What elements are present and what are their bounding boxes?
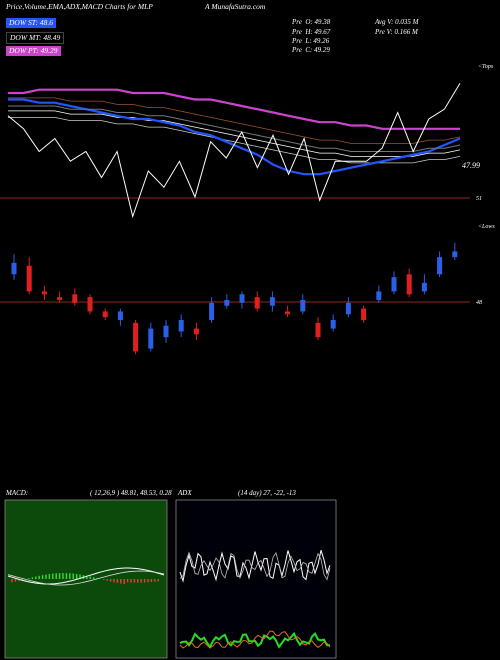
price-tag: 47.99	[462, 161, 480, 170]
candle-body	[285, 311, 291, 315]
macd-values: ( 12,26,9 ) 48.81, 48.53, 0.28	[90, 489, 172, 497]
label-51: 51	[476, 196, 482, 202]
adx-line	[179, 631, 330, 649]
stat-low: Pre L: 49.26	[292, 37, 330, 45]
candle-body	[345, 302, 351, 315]
site-name: A MunafaSutra.com	[205, 2, 266, 11]
adx-panel-bg	[175, 499, 337, 659]
candle-body	[421, 282, 427, 292]
legend-dow-pt: DOW PT: 49.29	[6, 46, 61, 56]
candle-body	[300, 300, 306, 312]
label-48: 48	[476, 300, 482, 306]
chart-title: Price,Volume,EMA,ADX,MACD Charts for MLP	[6, 2, 153, 11]
candle-body	[163, 325, 169, 338]
candle-body	[269, 297, 275, 306]
candle-body	[148, 328, 154, 349]
price-close-line	[7, 83, 461, 219]
adx-plus-di	[179, 550, 331, 583]
stat-high: Pre H: 49.67	[292, 28, 331, 36]
ema-band-2	[8, 117, 461, 164]
candle-body	[406, 274, 412, 295]
avg-volume: Avg V: 0.035 M	[375, 18, 419, 26]
candle-body	[209, 302, 215, 320]
pre-volume: Pre V: 0.166 M	[375, 28, 418, 36]
legend-dow-st: DOW ST: 48.6	[6, 18, 56, 28]
candle-body	[87, 297, 93, 312]
candle-body	[133, 322, 139, 352]
adx-label: ADX	[178, 489, 192, 497]
ema-line-dow-mt	[8, 105, 461, 152]
candle-body	[315, 322, 321, 338]
candle-body	[11, 262, 17, 275]
candle-body	[376, 291, 382, 300]
candle-body	[330, 320, 336, 329]
candle-body	[361, 308, 367, 320]
adx-orange-line	[179, 630, 331, 649]
candle-body	[41, 291, 47, 295]
stat-close: Pre C: 49.29	[292, 46, 330, 54]
macd-label: MACD:	[6, 489, 29, 497]
tops-label: <Tops	[478, 64, 494, 70]
candle-body	[102, 311, 108, 318]
candle-body	[452, 251, 458, 258]
candle-body	[178, 320, 184, 332]
candle-body	[26, 265, 32, 292]
stat-open: Pre O: 49.38	[292, 18, 331, 26]
lows-label: <Lows	[478, 224, 495, 230]
candle-body	[239, 294, 245, 303]
macd-line	[7, 567, 165, 585]
candle-body	[254, 297, 260, 309]
candle-body	[72, 294, 78, 303]
candle-body	[437, 257, 443, 275]
candle-body	[117, 311, 123, 320]
candle-body	[57, 297, 63, 300]
ema-line-dow-pt	[8, 88, 460, 130]
macd-signal-line	[7, 570, 165, 586]
candle-body	[224, 300, 230, 306]
candle-body	[193, 328, 199, 335]
legend-dow-mt: DOW MT: 48.49	[6, 32, 65, 44]
adx-values: (14 day) 27, -22, -13	[238, 489, 296, 497]
adx-minus-di	[179, 551, 331, 581]
candle-body	[391, 277, 397, 292]
ema-band-1	[8, 110, 461, 157]
